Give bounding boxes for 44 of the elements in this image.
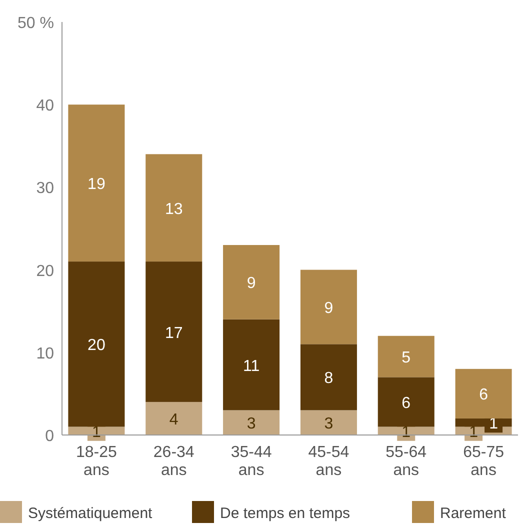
data-label: 19 bbox=[88, 176, 106, 194]
data-label: 13 bbox=[164, 200, 183, 218]
data-label: 9 bbox=[324, 300, 334, 317]
bar bbox=[378, 336, 434, 378]
data-label: 5 bbox=[402, 350, 411, 367]
bar bbox=[300, 270, 357, 344]
data-label: 6 bbox=[479, 386, 488, 404]
y-tick-label: 0 bbox=[45, 428, 54, 445]
data-label: 20 bbox=[88, 337, 106, 354]
data-label: 6 bbox=[402, 394, 411, 412]
bar bbox=[146, 262, 202, 402]
x-tick-label: 26-34 ans bbox=[153, 444, 194, 479]
y-tick-label: 30 bbox=[36, 180, 54, 198]
data-label: 1 bbox=[489, 416, 498, 433]
bar bbox=[223, 319, 280, 410]
bar bbox=[146, 402, 202, 435]
bar bbox=[68, 104, 125, 262]
legend-label: Systématiquement bbox=[28, 505, 154, 522]
x-tick-label: 65-75 ans bbox=[463, 444, 504, 479]
x-tick-label: 35-44 ans bbox=[230, 444, 272, 479]
data-label: 11 bbox=[242, 358, 260, 375]
y-tick-label: 50 % bbox=[18, 15, 54, 32]
bar bbox=[68, 262, 125, 427]
x-tick-label: 18-25 ans bbox=[76, 444, 118, 479]
data-label: 4 bbox=[169, 411, 178, 428]
y-tick-label: 10 bbox=[36, 345, 54, 362]
legend-label: Rarement bbox=[440, 505, 507, 522]
data-label: 3 bbox=[246, 416, 256, 433]
bar bbox=[300, 410, 357, 435]
y-tick-label: 40 bbox=[36, 98, 54, 115]
data-label: 8 bbox=[324, 370, 334, 388]
x-tick-label: 45-54 ans bbox=[308, 444, 350, 479]
bar bbox=[223, 245, 280, 320]
bar bbox=[455, 368, 512, 418]
bar bbox=[378, 377, 434, 427]
bar bbox=[146, 154, 202, 262]
legend-label: De temps en temps bbox=[220, 505, 350, 522]
y-tick-label: 20 bbox=[36, 262, 54, 280]
data-label: 17 bbox=[164, 324, 183, 342]
bar bbox=[223, 410, 280, 435]
data-label: 9 bbox=[246, 275, 256, 292]
x-tick-label: 55-64 ans bbox=[386, 444, 427, 479]
data-label: 3 bbox=[324, 416, 334, 433]
bar bbox=[300, 344, 357, 410]
